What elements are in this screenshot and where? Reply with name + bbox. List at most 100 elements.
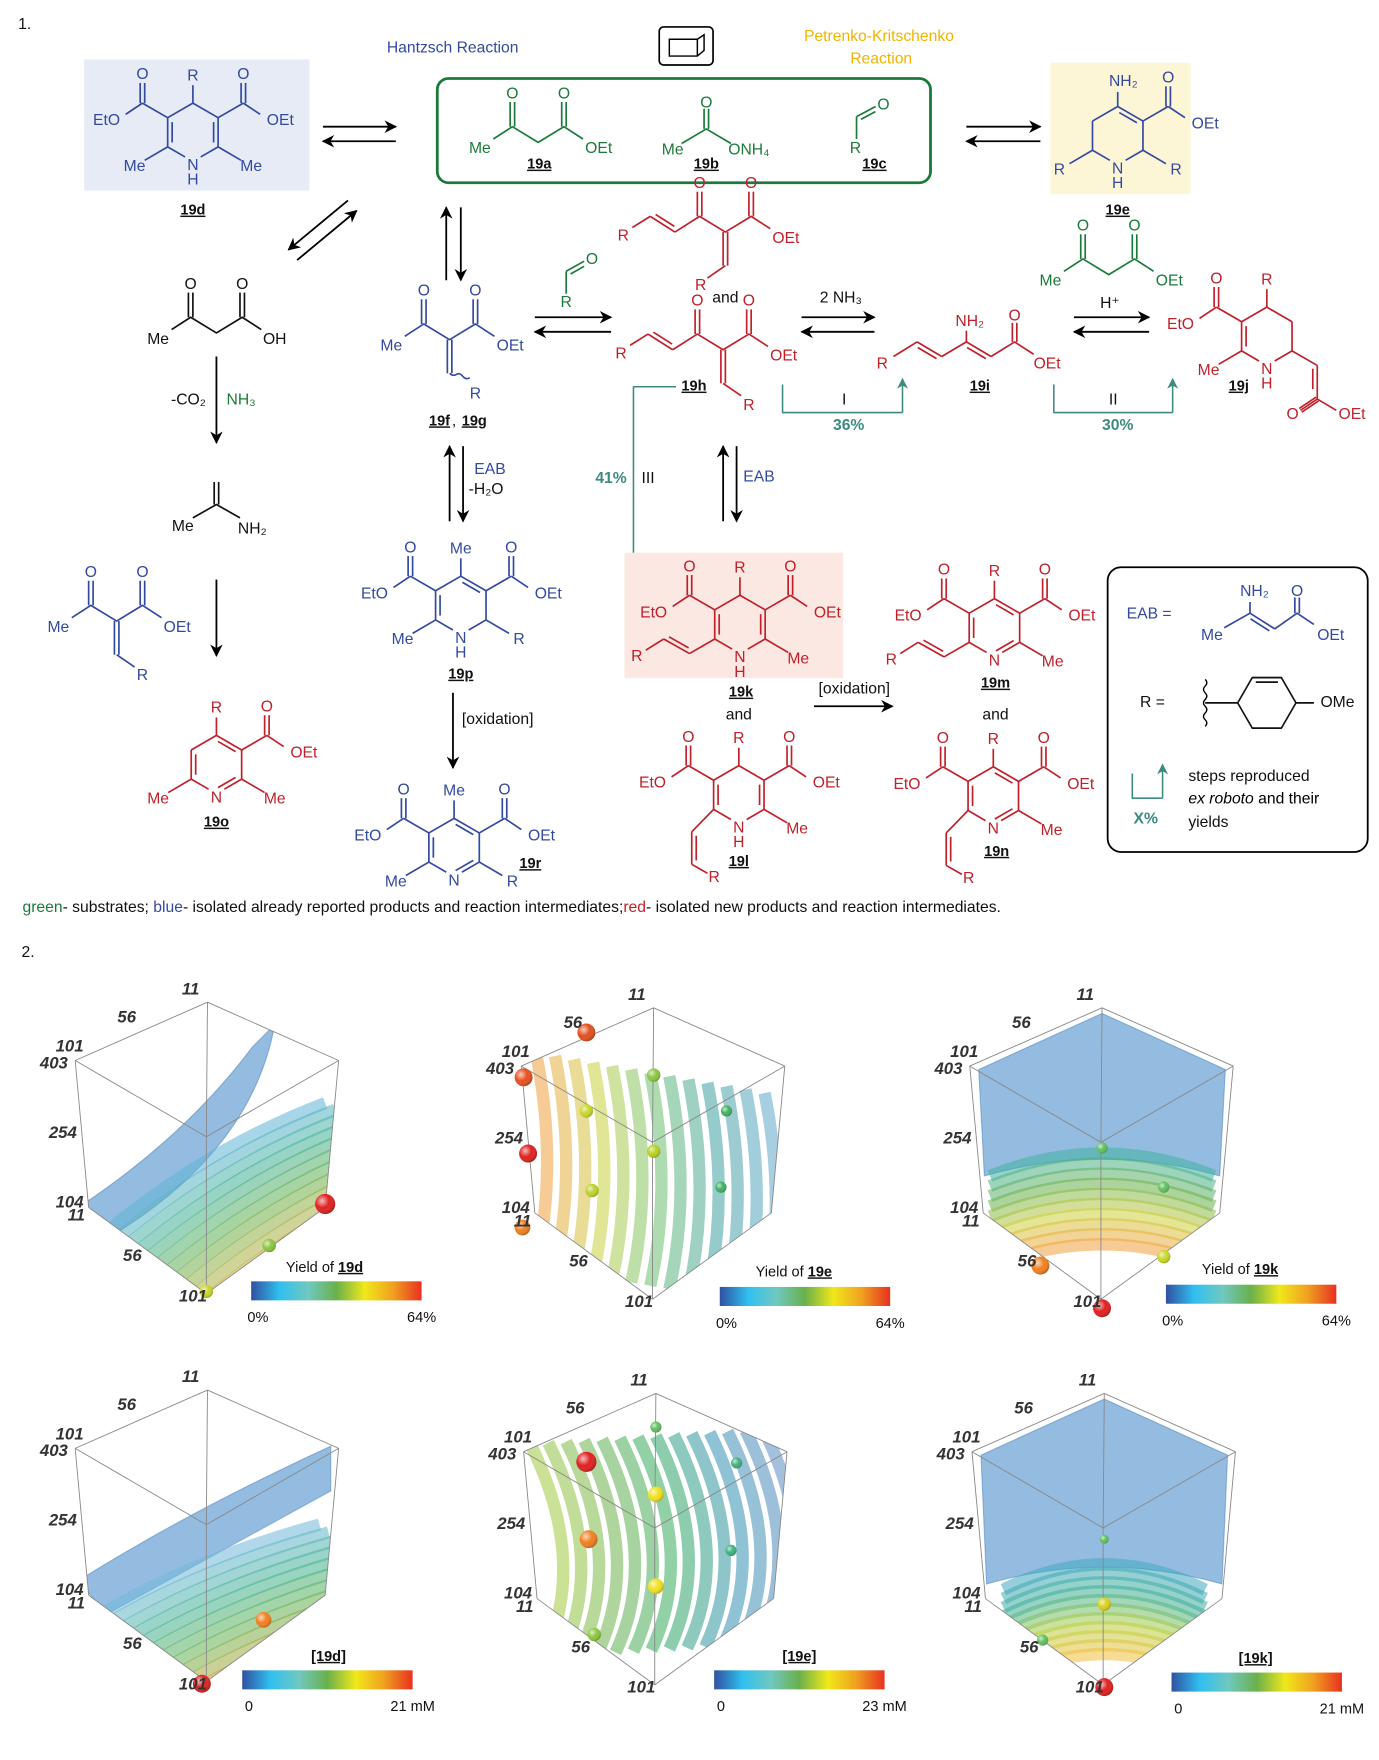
atom-label: R: [561, 294, 572, 311]
bond: [674, 215, 771, 233]
atom-label: O: [506, 85, 518, 102]
bond: [1018, 809, 1042, 825]
bond: [485, 575, 512, 592]
atom-label: N: [734, 649, 745, 666]
bond: [1218, 350, 1243, 366]
bond: [722, 382, 742, 397]
cube-edge: [652, 1065, 786, 1143]
bond: [647, 333, 674, 351]
atom-label: EtO: [893, 776, 920, 793]
colorbar-max-label: 21 mM: [390, 1699, 435, 1715]
atom-label: Me: [380, 338, 402, 355]
colorbar-title: [19d]: [311, 1649, 346, 1665]
colorbar: [719, 1286, 891, 1306]
bond: [945, 809, 969, 834]
sphere-shading: [255, 1612, 272, 1628]
atom-label: O: [261, 699, 273, 716]
atom-label: Me: [1201, 627, 1223, 644]
cube-edge: [75, 1389, 208, 1449]
atom-label: R: [618, 228, 629, 245]
isosurface-layer: [632, 1434, 678, 1653]
bond: [190, 778, 210, 790]
bond: [242, 102, 261, 116]
cube-edge: [1219, 1066, 1234, 1213]
atom-label: O: [693, 175, 705, 192]
atom-label: EtO: [1167, 316, 1194, 333]
bond: [1250, 618, 1270, 632]
bond: [926, 597, 945, 611]
isosurface-layer: [682, 1078, 706, 1294]
condition-minus-h2o: -H₂O: [469, 481, 504, 498]
atom-label: N: [989, 653, 1000, 670]
isosurface-layer: [987, 1167, 1217, 1202]
atom-label: O: [1162, 70, 1174, 87]
isosurface-layer: [102, 1097, 328, 1237]
compound-label-19i: 19i: [970, 379, 990, 395]
atom-label: N: [1112, 160, 1123, 177]
atom-label: O: [1287, 406, 1299, 423]
colorbar-max-label: 64%: [876, 1316, 905, 1332]
atom-label: OEt: [772, 230, 800, 247]
bond: [738, 764, 765, 781]
bond: [691, 808, 715, 833]
atom-label: R: [137, 667, 148, 684]
axis-tick-label: 11: [628, 985, 645, 1004]
sphere-shading: [262, 1238, 276, 1253]
bond: [144, 146, 169, 162]
isosurface-layer: [97, 1518, 322, 1620]
axis-tick-label: 11: [1079, 1371, 1096, 1390]
sphere-shading: [519, 1144, 538, 1163]
bond: [990, 341, 1035, 358]
axis-tick-label: 403: [39, 1441, 69, 1460]
bond: [995, 603, 1015, 616]
isosurface-layer: [987, 1207, 1217, 1243]
and-text: and: [726, 706, 752, 723]
colorbar-title: Yield of 19e: [756, 1264, 832, 1280]
axis-tick-label: 11: [1077, 985, 1094, 1004]
bond: [217, 776, 237, 789]
atom-label: O: [136, 564, 148, 581]
atom-label: OEt: [290, 744, 318, 761]
legend-text-italic: ex roboto: [1188, 790, 1254, 807]
condition-oxidation: [oxidation]: [819, 681, 891, 698]
compound-label-19e: 19e: [1106, 203, 1130, 219]
r-definition-label: R =: [1140, 694, 1165, 711]
footnote-segment: red: [623, 899, 646, 916]
bond: [570, 265, 585, 275]
atom-label: O: [691, 293, 703, 310]
bond: [192, 102, 219, 119]
cube-edge: [982, 1212, 1102, 1300]
atom-label: H: [1112, 175, 1123, 192]
atom-label: O: [505, 539, 517, 556]
atom-label: O: [469, 283, 481, 300]
bond: [461, 861, 480, 873]
colorbar-compound: 19e: [808, 1264, 832, 1280]
bond: [167, 146, 186, 158]
cube-edge: [523, 1451, 538, 1599]
axis-tick-label: 101: [56, 1424, 84, 1443]
cube-edge: [653, 1007, 785, 1067]
sphere-shading: [646, 1068, 661, 1082]
sphere-shading: [577, 1023, 596, 1042]
bond: [453, 817, 480, 834]
atom-label: O: [1038, 730, 1050, 747]
atom-label: OEt: [528, 827, 556, 844]
part-2-label: 2.: [22, 944, 35, 961]
isosurface-layer: [987, 1217, 1217, 1253]
isosurface-layer: [1000, 1558, 1208, 1596]
cube-edge: [654, 1393, 657, 1528]
sphere-shading: [1095, 1678, 1114, 1697]
isosurface-layer: [606, 1064, 630, 1281]
sphere-shading: [315, 1193, 336, 1215]
cube-edge: [207, 1001, 339, 1061]
axis-tick-label: 56: [564, 1013, 583, 1032]
colorbar-min-label: 0%: [247, 1310, 268, 1326]
axis-tick-label: 101: [625, 1292, 653, 1311]
axis-tick-label: 403: [487, 1445, 517, 1464]
atom-label: R: [1170, 162, 1181, 179]
atom-label: O: [404, 539, 416, 556]
bond: [968, 597, 995, 614]
bond: [645, 638, 665, 651]
sphere-shading: [514, 1068, 533, 1087]
footnote-segment: - isolated new products and reaction int…: [646, 899, 1001, 916]
